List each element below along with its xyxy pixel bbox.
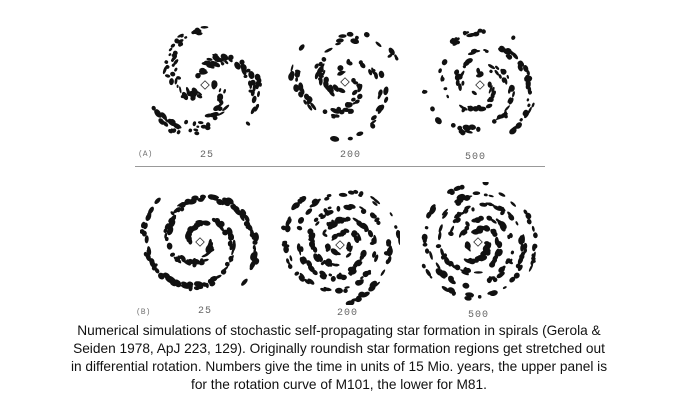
- caption-line: in differential rotation. Numbers give t…: [70, 359, 608, 374]
- caption-line: for the rotation curve of M101, the lowe…: [191, 377, 487, 392]
- panel-divider: [135, 166, 545, 167]
- time-label-a-25: 25: [200, 150, 215, 161]
- time-label-b-200: 200: [337, 308, 359, 319]
- simulation-figure: (A) 25 200 500 (B) 25 200 500: [130, 10, 560, 321]
- panel-b: (B) 25 200 500: [130, 170, 560, 325]
- caption-line: Numerical simulations of stochastic self…: [77, 323, 601, 338]
- galaxy-b-200: [280, 185, 400, 305]
- galaxy-b-25: [140, 182, 260, 302]
- time-label-a-500: 500: [465, 152, 487, 163]
- time-label-a-200: 200: [340, 150, 362, 161]
- galaxy-a-500: [420, 25, 540, 145]
- galaxy-a-25: [145, 25, 265, 145]
- panel-a: (A) 25 200 500: [130, 10, 560, 165]
- galaxy-b-500: [418, 182, 538, 302]
- time-label-b-500: 500: [468, 310, 490, 321]
- panel-a-label: (A): [138, 150, 153, 159]
- figure-caption: Numerical simulations of stochastic self…: [14, 322, 664, 394]
- time-label-b-25: 25: [198, 306, 213, 317]
- caption-line: Seiden 1978, ApJ 223, 129). Originally r…: [73, 341, 605, 356]
- panel-b-label: (B): [136, 308, 151, 317]
- galaxy-a-200: [285, 22, 405, 142]
